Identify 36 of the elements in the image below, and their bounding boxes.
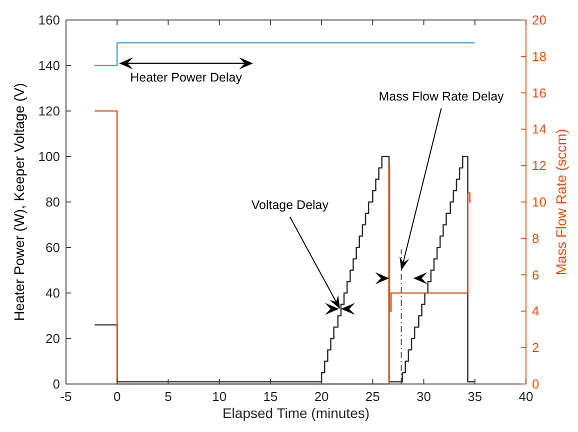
x-tick-label: 30: [416, 389, 432, 404]
x-tick-label: 5: [164, 389, 172, 404]
y-tick-label: 80: [46, 194, 60, 210]
y-axis-title: Heater Power (W), Keeper Voltage (V): [11, 82, 27, 322]
x-tick-label: 35: [468, 389, 482, 404]
y2-tick-label: 8: [532, 230, 540, 246]
annotation: Voltage Delay: [251, 198, 330, 212]
x-tick-label: -5: [60, 389, 72, 404]
x-tick-label: 10: [212, 389, 227, 404]
y-tick-label: 40: [46, 286, 60, 300]
y-tick-label: 0: [52, 376, 60, 392]
y2-tick-label: 12: [532, 158, 546, 174]
y-tick-label: 100: [38, 149, 60, 164]
y2-tick-label: 18: [532, 48, 546, 64]
x-tick-label: 20: [314, 389, 329, 404]
annotation: Heater Power Delay: [130, 70, 243, 84]
y-tick-label: 120: [38, 104, 60, 118]
x-tick-label: 40: [518, 389, 534, 404]
annotation: Mass Flow Rate Delay: [378, 89, 505, 104]
y2-tick-label: 10: [532, 194, 546, 210]
x-axis-title: Elapsed Time (minutes): [222, 405, 370, 421]
y-tick-label: 160: [38, 12, 60, 28]
x-tick-label: 0: [113, 389, 121, 404]
y2-tick-label: 6: [532, 267, 540, 282]
x-tick-label: 25: [365, 389, 380, 404]
y2-tick-label: 4: [532, 304, 540, 319]
y2-tick-label: 16: [532, 85, 546, 100]
y2-tick-label: 2: [532, 340, 540, 356]
y-tick-label: 140: [38, 58, 60, 73]
y-tick-label: 20: [46, 331, 60, 346]
y2-tick-label: 20: [532, 12, 546, 28]
y-tick-label: 60: [46, 240, 60, 255]
x-tick-label: 15: [263, 389, 278, 404]
y2-axis-title: Mass Flow Rate (sccm): [553, 128, 569, 276]
y2-tick-label: 14: [532, 122, 546, 137]
y2-tick-label: 0: [532, 376, 540, 392]
